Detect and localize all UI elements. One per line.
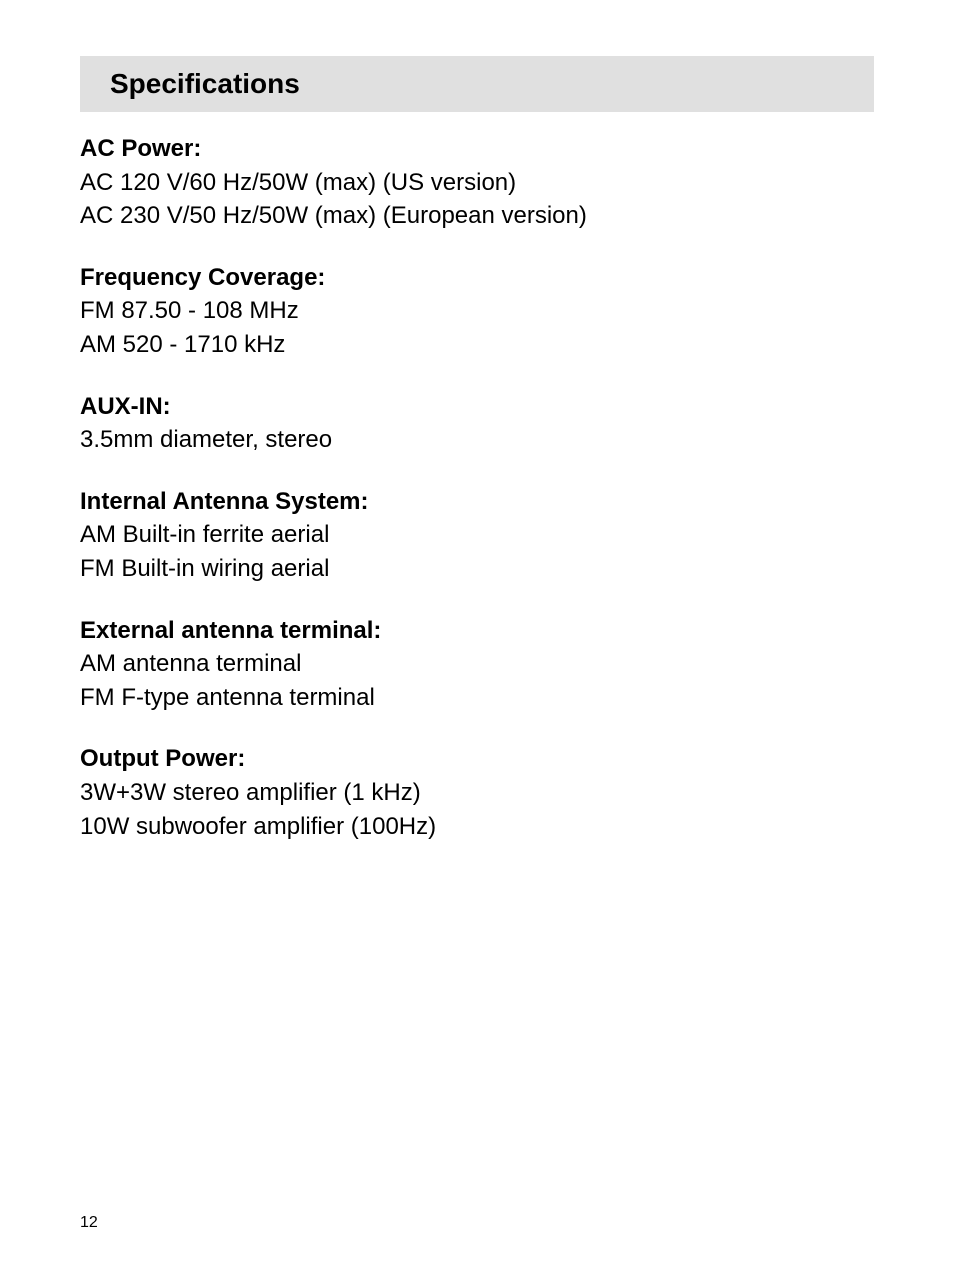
spec-ac-power: AC Power: AC 120 V/60 Hz/50W (max) (US v… <box>80 132 874 233</box>
page-number: 12 <box>80 1214 98 1232</box>
spec-value: FM Built-in wiring aerial <box>80 552 874 586</box>
spec-value: AM antenna terminal <box>80 647 874 681</box>
spec-output-power: Output Power: 3W+3W stereo amplifier (1 … <box>80 742 874 843</box>
spec-value: FM 87.50 - 108 MHz <box>80 294 874 328</box>
spec-value: AC 120 V/60 Hz/50W (max) (US version) <box>80 166 874 200</box>
spec-external-antenna: External antenna terminal: AM antenna te… <box>80 614 874 715</box>
spec-label: Internal Antenna System: <box>80 485 874 519</box>
spec-aux-in: AUX-IN: 3.5mm diameter, stereo <box>80 390 874 457</box>
spec-label: Output Power: <box>80 742 874 776</box>
spec-value: AM Built-in ferrite aerial <box>80 518 874 552</box>
spec-value: FM F-type antenna terminal <box>80 681 874 715</box>
spec-label: AC Power: <box>80 132 874 166</box>
section-title: Specifications <box>110 68 874 100</box>
spec-label: External antenna terminal: <box>80 614 874 648</box>
spec-value: 10W subwoofer amplifier (100Hz) <box>80 810 874 844</box>
section-header: Specifications <box>80 56 874 112</box>
spec-value: AM 520 - 1710 kHz <box>80 328 874 362</box>
spec-label: Frequency Coverage: <box>80 261 874 295</box>
spec-frequency-coverage: Frequency Coverage: FM 87.50 - 108 MHz A… <box>80 261 874 362</box>
spec-value: 3W+3W stereo amplifier (1 kHz) <box>80 776 874 810</box>
spec-value: AC 230 V/50 Hz/50W (max) (European versi… <box>80 199 874 233</box>
spec-value: 3.5mm diameter, stereo <box>80 423 874 457</box>
spec-label: AUX-IN: <box>80 390 874 424</box>
spec-internal-antenna: Internal Antenna System: AM Built-in fer… <box>80 485 874 586</box>
